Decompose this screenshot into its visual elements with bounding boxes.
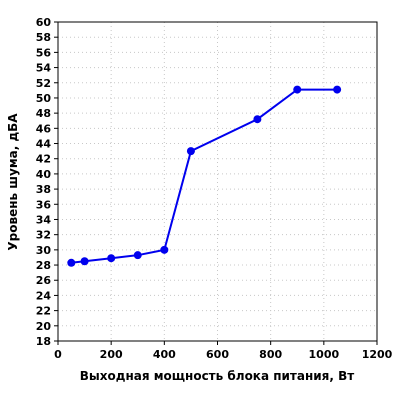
grid-lines <box>58 22 377 341</box>
data-point <box>253 115 262 124</box>
y-tick-label: 18 <box>36 335 51 348</box>
x-tick-label: 200 <box>100 348 123 361</box>
data-point <box>186 147 195 156</box>
data-point <box>160 245 169 254</box>
data-point <box>107 254 116 263</box>
y-tick-label: 36 <box>36 198 52 211</box>
y-tick-label: 44 <box>36 138 52 151</box>
x-tick-label: 1000 <box>309 348 340 361</box>
y-tick-label: 48 <box>36 107 51 120</box>
y-tick-label: 28 <box>36 259 51 272</box>
y-tick-label: 32 <box>36 229 51 242</box>
series-layer <box>67 85 342 267</box>
x-tick-label: 800 <box>259 348 282 361</box>
y-tick-label: 52 <box>36 77 51 90</box>
y-tick-label: 42 <box>36 153 51 166</box>
x-tick-label: 400 <box>153 348 176 361</box>
x-tick-label: 1200 <box>362 348 393 361</box>
data-point <box>67 258 76 267</box>
y-tick-label: 20 <box>36 320 52 333</box>
x-tick-label: 600 <box>206 348 229 361</box>
data-point <box>133 251 142 260</box>
x-tick-label: 0 <box>54 348 62 361</box>
y-tick-label: 56 <box>36 46 52 59</box>
y-axis-title: Уровень шума, дБА <box>6 113 20 251</box>
x-axis-title: Выходная мощность блока питания, Вт <box>80 369 355 383</box>
y-tick-label: 30 <box>36 244 52 257</box>
axis-ticks: 18 20 22 24 26 28 30 32 34 36 38 40 42 44 46 48 50 52 54 56… <box>36 16 393 361</box>
y-tick-label: 40 <box>36 168 52 181</box>
data-point <box>333 85 342 94</box>
y-tick-label: 60 <box>36 16 52 29</box>
y-tick-label: 58 <box>36 31 51 44</box>
y-tick-label: 54 <box>36 62 52 75</box>
series-line <box>71 88 338 264</box>
data-point <box>80 257 89 266</box>
y-tick-label: 38 <box>36 183 51 196</box>
data-point <box>293 85 302 94</box>
y-tick-label: 46 <box>36 122 52 135</box>
y-tick-label: 50 <box>36 92 52 105</box>
y-tick-label: 22 <box>36 305 51 318</box>
y-tick-label: 34 <box>36 213 52 226</box>
y-tick-label: 24 <box>36 289 52 302</box>
y-tick-label: 26 <box>36 274 52 287</box>
plot-frame <box>57 21 378 342</box>
